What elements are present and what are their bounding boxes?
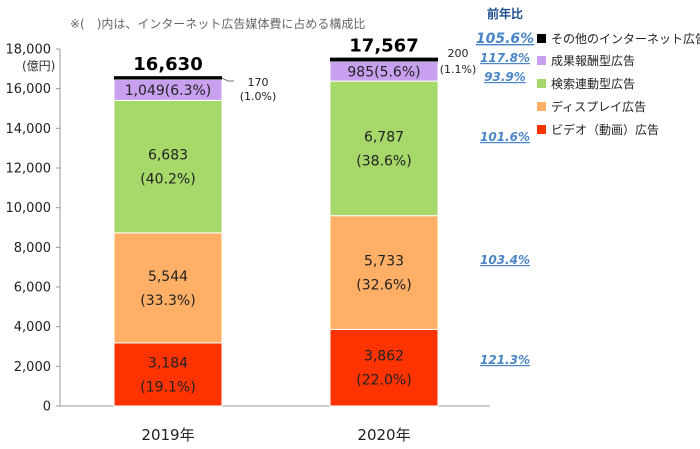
yoy-total: 105.6% [476, 31, 534, 47]
data-label: 6,787 (38.6%) [356, 129, 411, 169]
bar-segment [113, 342, 223, 407]
yoy-value: 121.3% [480, 353, 530, 367]
bar-segment [329, 328, 439, 407]
y-tick-label: 2,000 [14, 360, 51, 375]
data-label: 5,544 (33.3%) [140, 269, 195, 309]
bar-segment [114, 76, 222, 80]
legend-swatch [537, 79, 546, 88]
total-label: 16,630 [133, 54, 202, 75]
data-label: 1,049(6.3%) [125, 83, 212, 99]
y-tick-label: 6,000 [14, 281, 51, 296]
legend: その他のインターネット広告成果報酬型広告検索連動型広告ディスプレイ広告ビデオ（動… [537, 32, 700, 137]
y-axis: 0 2,000 4,000 6,000 8,000 10,000 12,000 14,000 1… [6, 43, 490, 415]
legend-label: 検索連動型広告 [551, 77, 635, 91]
bar-segment [329, 215, 439, 330]
data-label: 3,862 (22.0%) [356, 349, 411, 389]
x-tick-label: 2020年 [357, 426, 410, 444]
yoy-value: 103.4% [480, 253, 530, 267]
legend-label: 成果報酬型広告 [551, 54, 635, 68]
chart-note: ※( )内は、インターネット広告媒体費に占める構成比 [70, 16, 365, 31]
yoy-value: 117.8% [480, 51, 530, 65]
yoy-value: 93.9% [484, 70, 526, 84]
legend-label: ディスプレイ広告 [551, 99, 646, 114]
bar-segment [113, 99, 223, 234]
yoy-column: 前年比 105.6% 117.8% 93.9% 101.6% 103.4% 121.3% [476, 6, 534, 367]
y-axis-unit: (億円) [22, 59, 55, 73]
data-labels: 3,184 (19.1%) 5,544 (33.3%) 6,683 (40.2%) 1,04… [125, 36, 477, 396]
total-label: 17,567 [349, 36, 418, 57]
legend-swatch [537, 125, 546, 134]
data-label: 985(5.6%) [347, 64, 420, 80]
bar-segment [329, 80, 439, 217]
legend-label: ビデオ（動画）広告 [551, 122, 659, 137]
x-tick-label: 2019年 [141, 426, 194, 444]
legend-swatch [537, 102, 546, 111]
y-tick-label: 18,000 [6, 43, 52, 58]
data-label: 170 (1.0%) [240, 76, 277, 103]
data-label: 200 (1.1%) [440, 47, 477, 76]
bars [113, 57, 439, 407]
y-tick-label: 10,000 [6, 201, 52, 216]
data-label: 5,733 (32.6%) [356, 254, 411, 294]
y-tick-label: 12,000 [6, 162, 52, 177]
bar-segment [330, 57, 438, 62]
data-label: 3,184 (19.1%) [140, 355, 195, 395]
callout-line [221, 77, 234, 82]
y-tick-label: 14,000 [6, 122, 52, 137]
bar-segment [113, 232, 223, 344]
yoy-value: 101.6% [480, 130, 530, 144]
y-tick-label: 16,000 [6, 82, 52, 97]
yoy-header: 前年比 [487, 6, 523, 21]
y-tick-label: 0 [43, 400, 51, 415]
y-tick-label: 4,000 [14, 320, 51, 335]
data-label: 6,683 (40.2%) [140, 148, 195, 188]
x-axis-labels: 2019年 2020年 [141, 426, 410, 444]
y-tick-label: 8,000 [14, 241, 51, 256]
legend-label: その他のインターネット広告 [551, 32, 700, 46]
legend-swatch [537, 34, 546, 43]
legend-swatch [537, 56, 546, 65]
